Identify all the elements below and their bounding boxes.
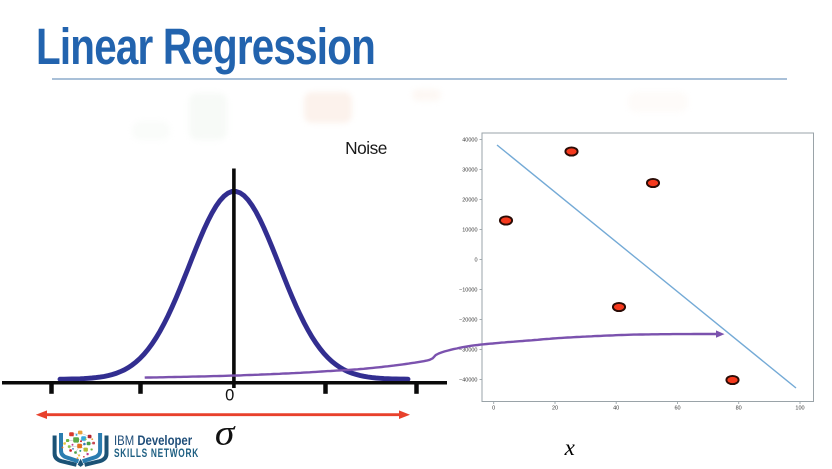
svg-text:100: 100	[795, 406, 804, 412]
svg-text:80: 80	[736, 406, 742, 412]
svg-text:σ: σ	[215, 413, 236, 453]
svg-text:40: 40	[613, 406, 619, 412]
svg-text:10000: 10000	[462, 228, 477, 234]
svg-text:x: x	[564, 435, 576, 460]
svg-text:Noise: Noise	[345, 138, 387, 158]
svg-text:0: 0	[474, 258, 477, 264]
svg-text:−30000: −30000	[459, 348, 478, 354]
svg-text:60: 60	[674, 406, 680, 412]
svg-text:20000: 20000	[462, 198, 477, 204]
svg-text:−40000: −40000	[459, 378, 478, 384]
svg-text:0: 0	[225, 387, 234, 405]
svg-text:0: 0	[492, 406, 495, 412]
svg-text:20: 20	[552, 406, 558, 412]
svg-text:−10000: −10000	[459, 288, 478, 294]
svg-text:40000: 40000	[462, 138, 477, 144]
svg-text:−20000: −20000	[459, 318, 478, 324]
svg-text:30000: 30000	[462, 168, 477, 174]
